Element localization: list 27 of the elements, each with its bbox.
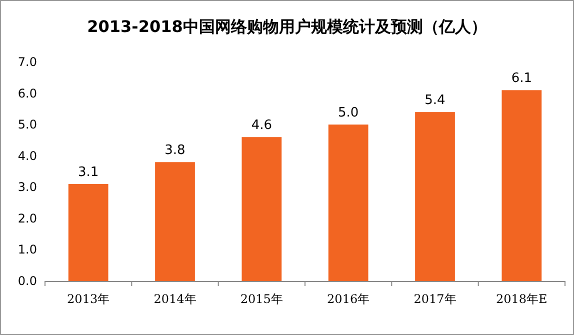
bar xyxy=(328,124,368,281)
x-tick-label: 2015年 xyxy=(240,292,283,306)
data-label: 3.8 xyxy=(164,143,186,158)
x-tick-label: 2018年E xyxy=(496,292,548,306)
y-tick-label: 5.0 xyxy=(18,118,37,132)
data-label: 3.1 xyxy=(78,165,99,180)
x-tick-label: 2013年 xyxy=(67,292,110,306)
y-tick-label: 6.0 xyxy=(18,86,37,100)
data-label: 5.4 xyxy=(424,93,446,108)
x-tick-label: 2017年 xyxy=(414,292,456,306)
chart-title: 2013-2018中国网络购物用户规模统计及预测（亿人） xyxy=(87,17,487,36)
y-tick-label: 3.0 xyxy=(18,180,37,194)
y-tick-label: 1.0 xyxy=(18,242,37,257)
data-label: 5.0 xyxy=(338,106,359,121)
y-tick-label: 2.0 xyxy=(18,211,37,226)
bar xyxy=(242,137,282,281)
x-tick-label: 2016年 xyxy=(327,292,370,306)
y-tick-label: 0.0 xyxy=(18,274,37,288)
y-tick-label: 7.0 xyxy=(18,55,37,69)
bar xyxy=(502,90,542,281)
bar xyxy=(415,112,455,281)
data-label: 4.6 xyxy=(251,118,272,134)
bar xyxy=(155,162,195,281)
x-tick-label: 2014年 xyxy=(154,292,196,306)
bar xyxy=(68,184,108,281)
y-tick-label: 4.0 xyxy=(18,148,37,163)
data-label: 6.1 xyxy=(511,71,532,86)
